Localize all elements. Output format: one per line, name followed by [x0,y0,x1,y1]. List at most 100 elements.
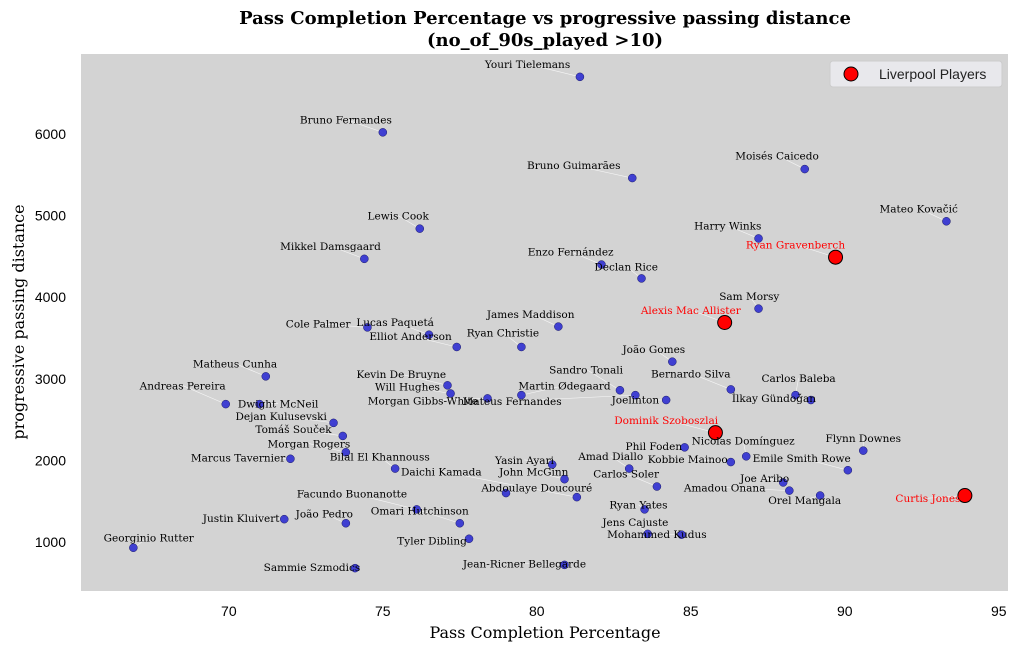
label-connector [521,385,565,396]
label-connector [687,458,731,463]
liverpool-point [717,315,733,330]
point-label: John McGinn [498,466,569,478]
label-connector [330,245,365,260]
data-point [800,164,809,174]
data-point [350,563,360,573]
point-label: Alexis Mac Allister [640,305,742,317]
point-label: Harry Winks [694,221,761,233]
data-point [754,304,763,313]
data-point [129,543,138,552]
label-connector [773,397,811,401]
point-labels: Youri Tielemans Bruno Fernandes Bruno Guim… [104,59,961,574]
label-connector [690,373,731,390]
point-label: Georginio Rutter [104,532,195,544]
label-connector [570,251,602,265]
point-label: Jens Cajuste [601,517,668,529]
data-point [446,389,455,398]
label-connector [918,208,947,222]
data-point [286,454,295,464]
data-point [652,482,662,491]
data-point [726,457,736,467]
point-label: Declan Rice [594,261,658,273]
data-point [341,519,351,528]
point-label: Mateo Kovačić [880,202,958,215]
point-label: Jean-Ricner Bellegarde [462,558,586,570]
data-point [754,234,763,243]
point-label: Abdoulaye Doucouré [480,483,592,495]
label-connector [419,510,460,524]
data-point [631,390,640,400]
point-label: Tomáš Souček [255,423,332,436]
label-connector [432,538,470,541]
data-point [464,534,474,544]
x-tick-label: 85 [683,603,699,619]
data-point [221,399,230,409]
data-points [129,72,973,573]
label-connector [776,155,805,170]
data-point [572,492,582,502]
point-label: Joelinton [611,394,660,406]
label-connector [308,443,346,453]
data-point [360,254,369,264]
point-label: Yasin Ayari [494,455,555,467]
data-point [843,465,853,475]
point-label: Joe Aribo [739,473,789,485]
y-tick-label: 2000 [35,452,66,468]
label-connector [345,119,383,133]
point-label: Orel Mangala [768,495,841,507]
point-label: João Pedro [295,509,353,521]
label-connector [530,313,559,327]
data-point [255,399,264,409]
chart-title-line2: (no_of_90s_played >10) [427,30,663,51]
point-label: Curtis Jones [895,493,960,505]
label-connector [441,470,577,498]
point-label: Moisés Caicedo [735,150,819,162]
point-label: Bernardo Silva [651,368,730,380]
liverpool-point [957,488,973,504]
label-connector [182,385,226,405]
legend-label: Liverpool Players [879,66,986,82]
point-label: Morgan Rogers [268,439,351,451]
label-connector [533,470,565,480]
y-axis-ticks: 1000 2000 3000 4000 5000 6000 [35,126,66,550]
data-point [501,488,511,498]
label-connector [505,487,537,494]
data-point [661,395,671,405]
point-label: João Gomes [621,344,685,356]
label-connector [234,363,266,377]
data-point [280,514,289,524]
point-label: Dominik Szoboszlai [614,415,719,427]
label-connector [512,394,636,402]
label-connector [318,323,368,328]
point-label: Bilal El Khannouss [330,452,430,464]
point-label: Sandro Tonali [549,364,624,376]
data-point [597,260,606,269]
data-point [483,394,492,403]
data-point [785,486,794,495]
point-label: Emile Smith Rowe [753,453,851,465]
label-connector [351,493,417,510]
data-point [643,529,652,539]
x-tick-label: 95 [991,603,1007,619]
label-connector [801,457,848,471]
label-connector [238,457,291,460]
data-point [517,390,526,400]
point-label: Bruno Guimarães [527,160,621,172]
data-point [554,322,563,331]
liverpool-point [828,249,844,265]
y-tick-label: 3000 [35,371,66,387]
legend: Liverpool Players [829,60,1003,88]
point-label: Lucas Paquetá [356,317,434,329]
data-point [942,217,951,226]
data-point [628,173,637,183]
label-connector [724,487,790,491]
point-label: Ryan Gravenberch [746,240,845,252]
data-point [378,128,388,137]
point-label: Marcus Tavernier [191,452,286,464]
point-label: Dwight McNeil [238,399,319,411]
label-connector [653,445,685,448]
data-point [859,446,868,455]
x-tick-label: 75 [375,603,391,619]
data-point [415,224,425,233]
